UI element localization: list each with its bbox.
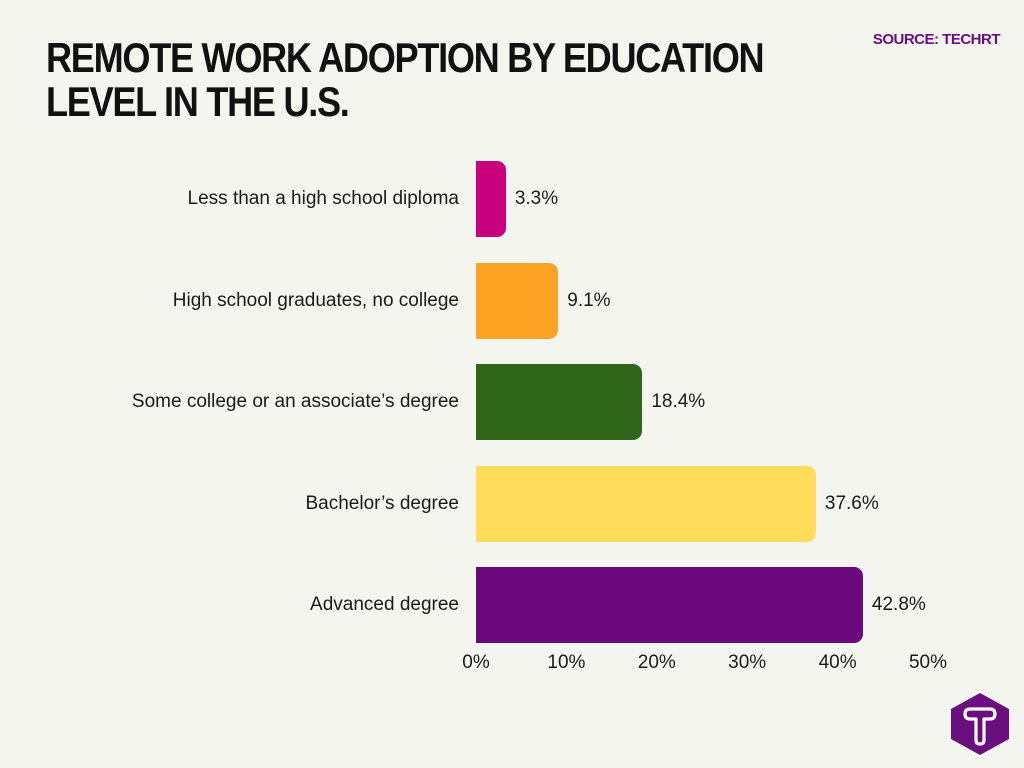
bar bbox=[476, 161, 506, 237]
value-label: 18.4% bbox=[651, 391, 706, 412]
category-label: Some college or an associate’s degree bbox=[131, 391, 459, 412]
bar-row: Less than a high school diploma 3.3% bbox=[0, 161, 1024, 237]
bar-row: Some college or an associate’s degree 18.… bbox=[0, 364, 1024, 440]
bar bbox=[476, 567, 863, 643]
x-tick-label: 20% bbox=[637, 652, 676, 673]
techrt-logo-icon bbox=[951, 693, 1009, 755]
value-label: 42.8% bbox=[871, 594, 926, 615]
category-label: Less than a high school diploma bbox=[187, 188, 459, 209]
category-label: High school graduates, no college bbox=[172, 289, 459, 311]
bar bbox=[476, 262, 559, 339]
x-tick-label: 30% bbox=[728, 652, 767, 673]
bar-row: High school graduates, no college 9.1% bbox=[0, 262, 1024, 339]
value-label: 3.3% bbox=[514, 188, 559, 209]
x-tick-label: 0% bbox=[462, 652, 490, 673]
source-label: SOURCE: TECHRT bbox=[872, 31, 1001, 48]
x-tick-label: 40% bbox=[818, 652, 857, 673]
bar-row: Bachelor’s degree 37.6% bbox=[0, 465, 1024, 542]
value-label: 37.6% bbox=[824, 492, 879, 514]
bar bbox=[476, 465, 816, 542]
category-label: Advanced degree bbox=[310, 594, 459, 615]
bar bbox=[476, 364, 643, 440]
x-tick-label: 10% bbox=[547, 652, 586, 673]
value-label: 9.1% bbox=[567, 289, 611, 311]
x-tick-label: 50% bbox=[908, 652, 948, 673]
chart-title: Remote work adoption by education level … bbox=[46, 34, 765, 125]
category-label: Bachelor’s degree bbox=[305, 492, 459, 514]
bar-row: Advanced degree 42.8% bbox=[0, 567, 1024, 643]
